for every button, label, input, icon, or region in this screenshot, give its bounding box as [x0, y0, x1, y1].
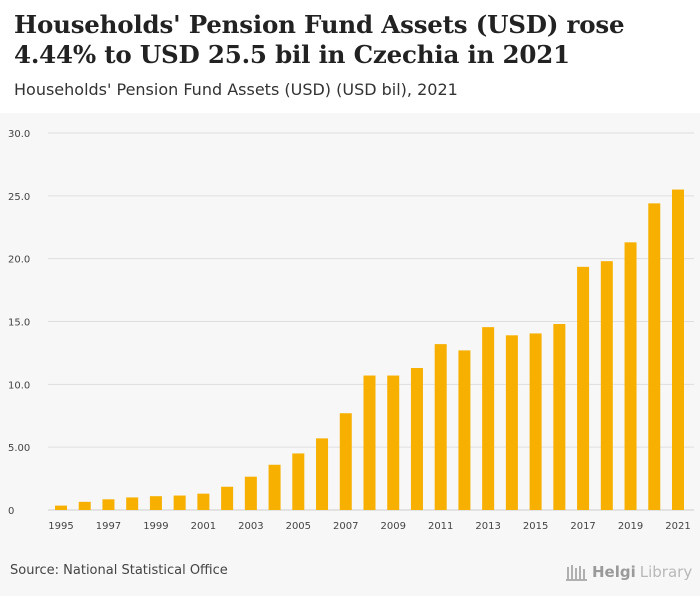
bar-2013 — [482, 327, 495, 510]
bar-2016 — [553, 324, 566, 510]
y-tick-label: 10.0 — [8, 380, 30, 391]
bar-2001 — [197, 493, 210, 510]
y-tick-label: 5.00 — [8, 443, 30, 454]
bar-2011 — [434, 344, 447, 510]
bar-1996 — [78, 501, 91, 510]
x-tick-label: 2015 — [523, 521, 548, 532]
bar-2004 — [268, 464, 281, 510]
chart-subtitle: Households' Pension Fund Assets (USD) (U… — [14, 80, 458, 99]
y-axis-labels: 0 5.00 10.0 15.0 20.0 25.0 30.0 — [8, 129, 30, 517]
x-tick-label: 1999 — [143, 521, 168, 532]
bar-2006 — [316, 438, 329, 510]
bar-1995 — [55, 505, 67, 510]
x-tick-label: 2005 — [286, 521, 311, 532]
chart-title: Households' Pension Fund Assets (USD) ro… — [14, 10, 625, 69]
x-tick-label: 2007 — [333, 521, 358, 532]
x-tick-label: 1997 — [96, 521, 121, 532]
bar-2017 — [577, 266, 590, 510]
x-tick-label: 2001 — [191, 521, 216, 532]
bar-2005 — [292, 453, 305, 510]
source-note: Source: National Statistical Office — [10, 563, 228, 578]
logo-suffix: Library — [639, 563, 693, 581]
y-tick-label: 15.0 — [8, 318, 30, 329]
library-building-icon — [566, 565, 587, 581]
bar-2009 — [387, 375, 400, 510]
bar-2019 — [624, 242, 637, 510]
bar-2020 — [648, 203, 661, 510]
x-tick-label: 2021 — [665, 521, 690, 532]
x-tick-label: 2011 — [428, 521, 453, 532]
bar-2002 — [221, 486, 234, 510]
x-tick-label: 2019 — [618, 521, 643, 532]
x-tick-label: 2003 — [238, 521, 263, 532]
y-tick-label: 25.0 — [8, 192, 30, 203]
bar-chart: 0 5.00 10.0 15.0 20.0 25.0 30.0 1995 1997 1999 20… — [8, 129, 694, 532]
y-tick-label: 30.0 — [8, 129, 30, 140]
bar-2015 — [529, 333, 542, 510]
bar-1998 — [126, 497, 139, 510]
y-tick-label: 0 — [8, 506, 14, 517]
bars — [55, 189, 684, 511]
x-tick-label: 1995 — [48, 521, 73, 532]
x-axis-labels: 1995 1997 1999 2001 2003 2005 2007 2009 2011 2013… — [48, 521, 690, 532]
bar-1997 — [102, 499, 115, 510]
bar-2007 — [339, 413, 352, 510]
bar-2010 — [410, 368, 423, 510]
chart-header: Households' Pension Fund Assets (USD) ro… — [0, 0, 700, 113]
helgi-library-logo: Helgi Library — [566, 561, 692, 583]
x-tick-label: 2013 — [475, 521, 500, 532]
x-tick-label: 2009 — [381, 521, 406, 532]
bar-2018 — [600, 261, 613, 510]
bar-2003 — [244, 476, 257, 510]
bar-1999 — [149, 496, 162, 510]
y-tick-label: 20.0 — [8, 255, 30, 266]
logo-brand: Helgi — [592, 563, 636, 581]
x-tick-label: 2017 — [570, 521, 595, 532]
bar-2008 — [363, 375, 376, 510]
bar-2000 — [173, 495, 186, 510]
bar-2014 — [505, 335, 518, 510]
bar-2021 — [672, 189, 684, 511]
bar-2012 — [458, 350, 471, 510]
